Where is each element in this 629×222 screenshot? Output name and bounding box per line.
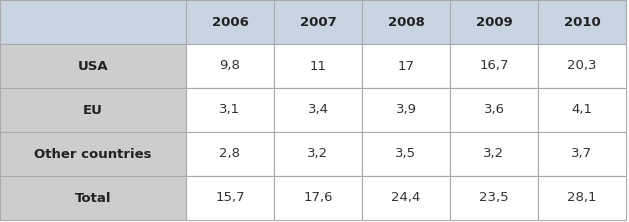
Bar [274,0,362,44]
Bar [450,44,538,88]
Text: EU: EU [83,103,103,117]
Text: 9,8: 9,8 [220,59,240,73]
Bar [362,0,450,44]
Bar [186,132,274,176]
Bar [186,88,274,132]
Bar [274,132,362,176]
Text: 17,6: 17,6 [303,192,333,204]
Bar [362,44,450,88]
Bar [186,44,274,88]
Bar [538,0,626,44]
Text: 24,4: 24,4 [391,192,421,204]
Text: 3,9: 3,9 [396,103,416,117]
Text: 2007: 2007 [299,16,337,28]
Bar [450,132,538,176]
Text: 23,5: 23,5 [479,192,509,204]
Bar [538,132,626,176]
Bar [186,0,274,44]
Text: 3,4: 3,4 [308,103,328,117]
Text: 2,8: 2,8 [220,147,240,161]
Bar [0,0,186,44]
Text: 3,1: 3,1 [220,103,240,117]
Bar [538,88,626,132]
Bar [362,176,450,220]
Text: 17: 17 [398,59,415,73]
Bar [274,176,362,220]
Text: 28,1: 28,1 [567,192,597,204]
Bar [450,0,538,44]
Text: 15,7: 15,7 [215,192,245,204]
Text: 2010: 2010 [564,16,600,28]
Bar [0,132,186,176]
Text: 3,7: 3,7 [571,147,593,161]
Text: 4,1: 4,1 [572,103,593,117]
Bar [186,176,274,220]
Bar [274,88,362,132]
Text: 3,5: 3,5 [396,147,416,161]
Bar [538,44,626,88]
Bar [538,176,626,220]
Bar [0,176,186,220]
Text: Total: Total [75,192,111,204]
Bar [450,88,538,132]
Text: Other countries: Other countries [34,147,152,161]
Text: 11: 11 [309,59,326,73]
Text: 3,6: 3,6 [484,103,504,117]
Bar [0,88,186,132]
Bar [0,44,186,88]
Text: 20,3: 20,3 [567,59,597,73]
Bar [450,176,538,220]
Text: USA: USA [78,59,108,73]
Text: 3,2: 3,2 [308,147,328,161]
Text: 2006: 2006 [211,16,248,28]
Bar [362,88,450,132]
Text: 16,7: 16,7 [479,59,509,73]
Text: 2008: 2008 [387,16,425,28]
Text: 2009: 2009 [476,16,513,28]
Bar [274,44,362,88]
Text: 3,2: 3,2 [484,147,504,161]
Bar [362,132,450,176]
